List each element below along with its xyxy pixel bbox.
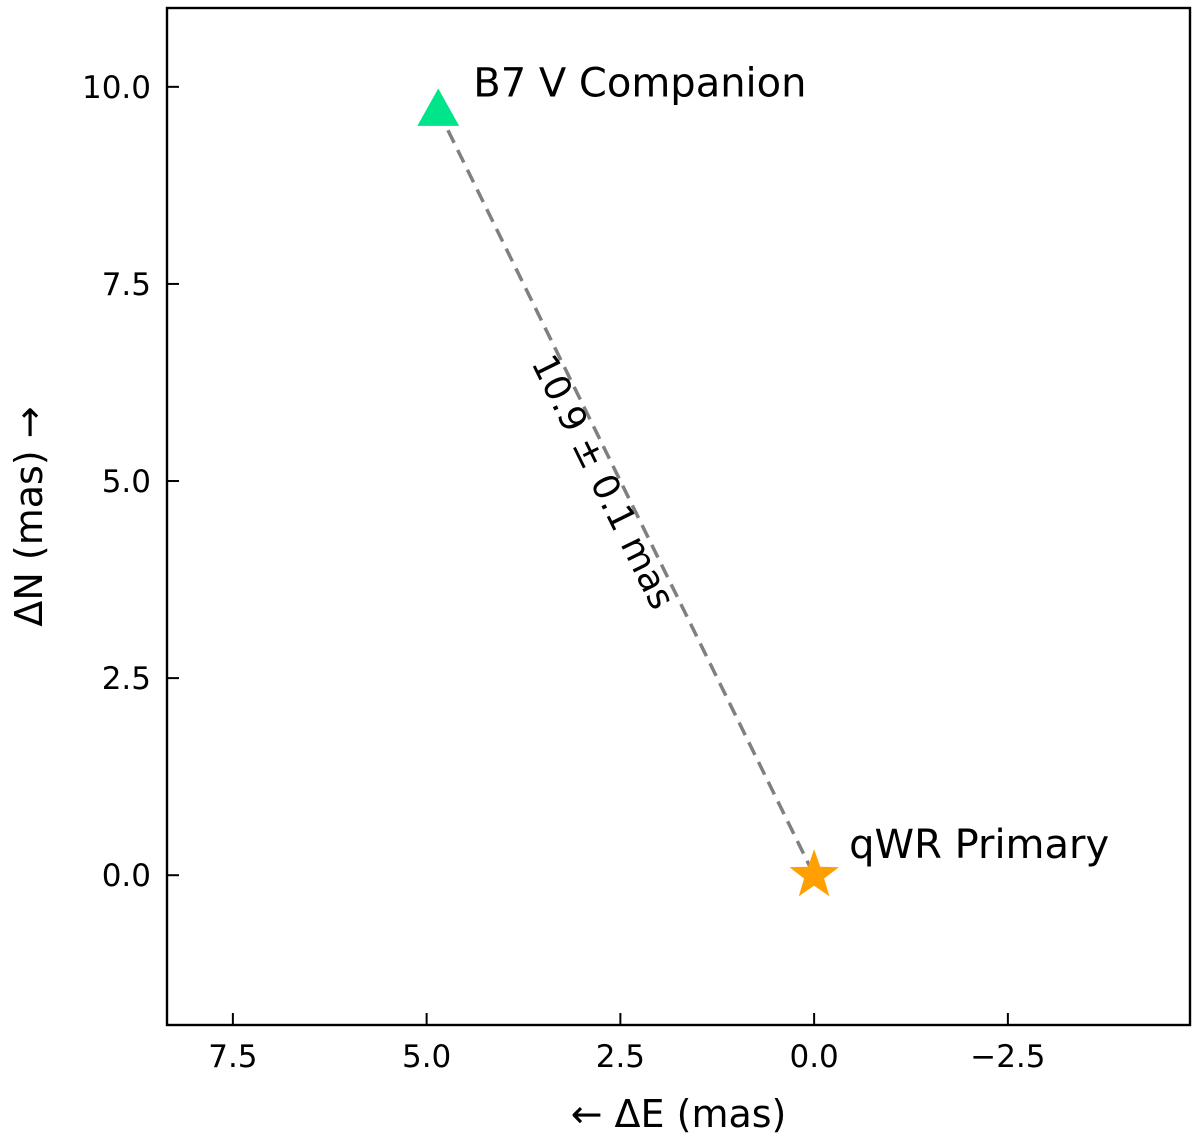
marker-triangle-companion xyxy=(417,88,460,126)
separation-label: 10.9 ± 0.1 mas xyxy=(523,348,682,615)
marker-star-primary xyxy=(789,849,839,897)
plot-frame xyxy=(165,6,1192,1027)
y-tick-label-1: 2.5 xyxy=(102,661,151,697)
x-tick-label-1: 5.0 xyxy=(402,1039,451,1075)
y-tick-label-2: 5.0 xyxy=(102,464,151,500)
x-tick-label-2: 2.5 xyxy=(596,1039,645,1075)
y-tick-label-4: 10.0 xyxy=(82,70,151,106)
x-tick-label-3: 0.0 xyxy=(789,1039,838,1075)
x-tick-label-4: −2.5 xyxy=(970,1039,1045,1075)
y-axis-ticks: 0.0 2.5 5.0 7.5 10.0 xyxy=(82,70,179,894)
x-axis-ticks: 7.5 5.0 2.5 0.0 −2.5 xyxy=(208,1013,1046,1075)
point-annotation-0: qWR Primary xyxy=(849,822,1109,868)
y-tick-label-3: 7.5 xyxy=(102,267,151,303)
separation-line xyxy=(436,109,816,876)
y-axis-label: ΔN (mas) → xyxy=(7,406,51,626)
point-annotation-1: B7 V Companion xyxy=(473,60,806,106)
x-axis-label: ← ΔE (mas) xyxy=(571,1092,787,1136)
x-tick-label-0: 7.5 xyxy=(208,1039,257,1075)
y-tick-label-0: 0.0 xyxy=(102,858,151,894)
data-points: qWR Primary B7 V Companion xyxy=(417,60,1109,897)
